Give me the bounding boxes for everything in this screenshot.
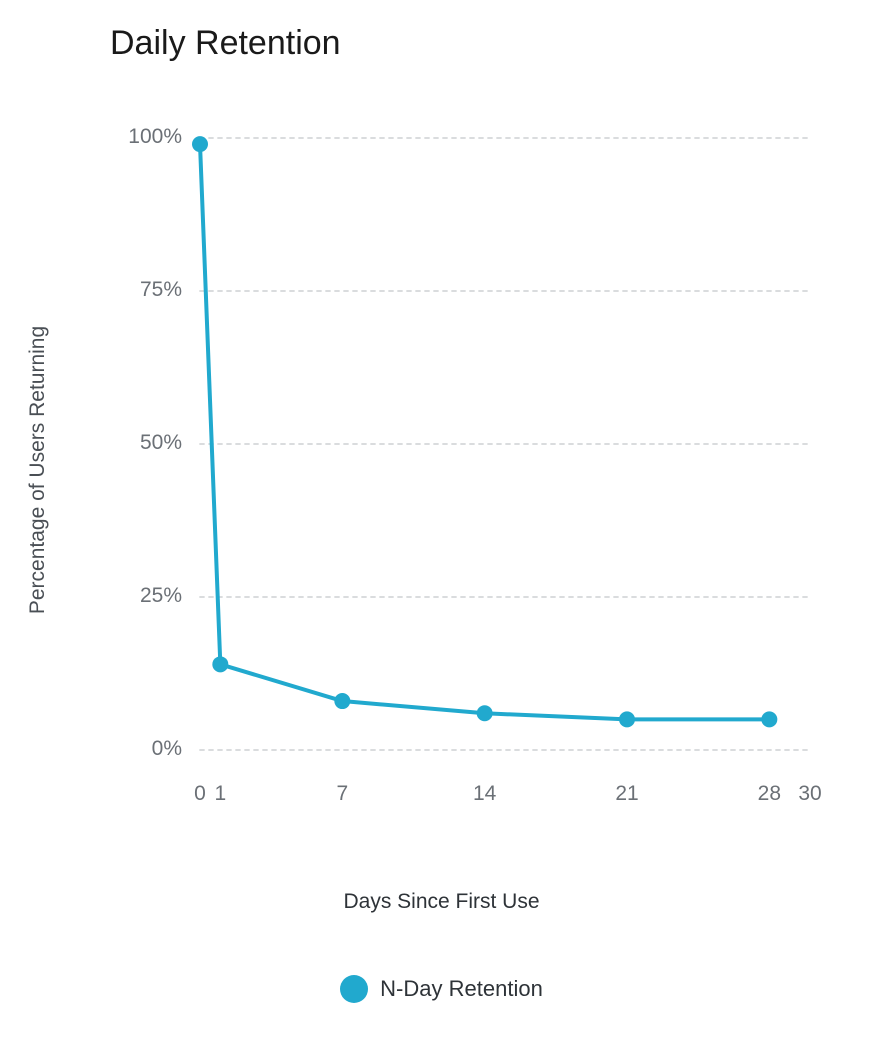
y-tick-label: 0% (152, 737, 182, 761)
chart-svg (0, 90, 883, 860)
x-tick-label: 1 (205, 782, 235, 806)
x-tick-label: 7 (327, 782, 357, 806)
chart-area: Percentage of Users Returning 0%25%50%75… (0, 90, 883, 860)
legend-label: N-Day Retention (380, 976, 543, 1002)
x-tick-label: 28 (754, 782, 784, 806)
x-tick-label: 14 (470, 782, 500, 806)
retention-chart-page: Daily Retention Percentage of Users Retu… (0, 0, 883, 1049)
y-tick-label: 100% (128, 125, 182, 149)
x-tick-label: 21 (612, 782, 642, 806)
y-tick-label: 25% (140, 584, 182, 608)
chart-title: Daily Retention (110, 24, 341, 63)
legend: N-Day Retention (0, 975, 883, 1008)
x-tick-label: 30 (795, 782, 825, 806)
x-axis-label: Days Since First Use (0, 890, 883, 914)
y-tick-label: 50% (140, 431, 182, 455)
y-tick-label: 75% (140, 278, 182, 302)
legend-marker-icon (340, 975, 368, 1003)
